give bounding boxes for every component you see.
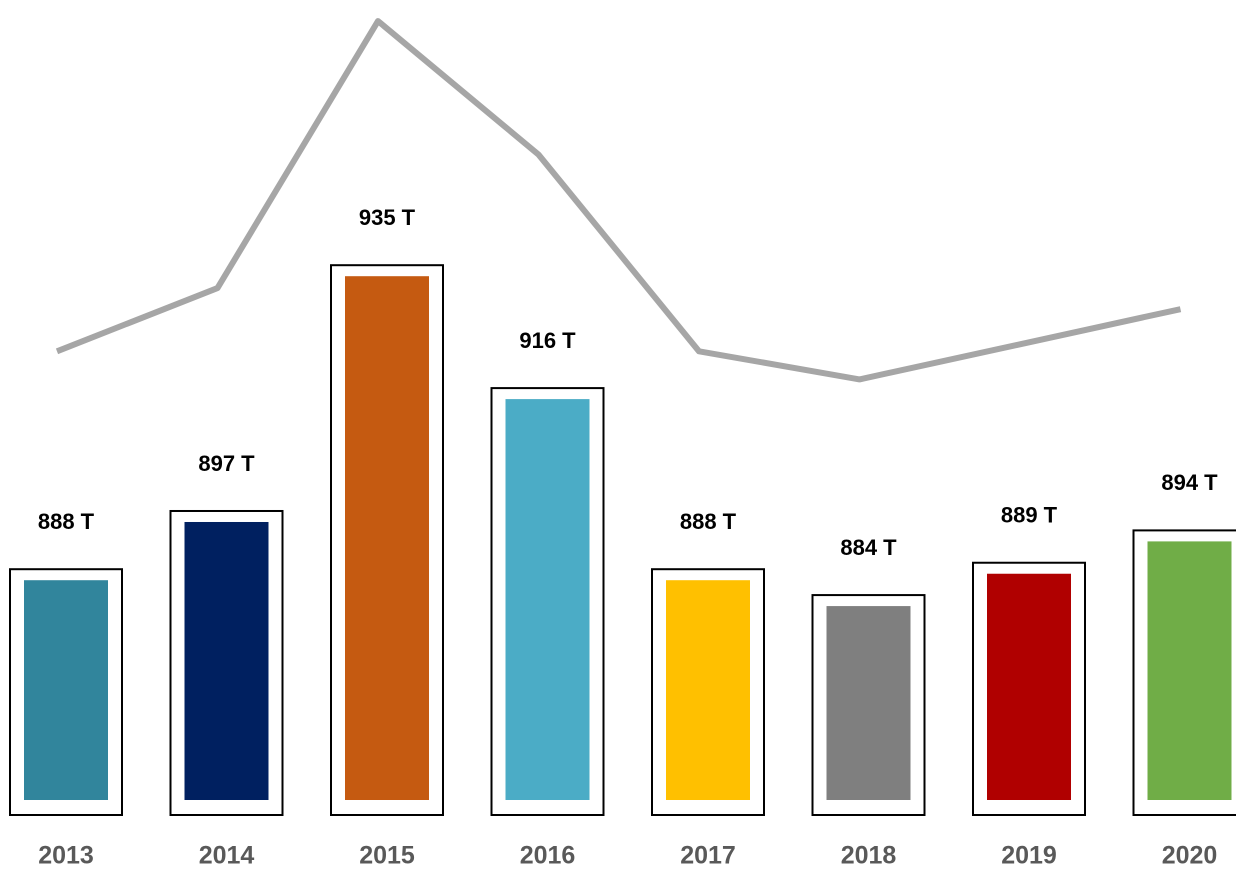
bar xyxy=(666,580,750,800)
bar-frame xyxy=(169,509,284,816)
bar-frame xyxy=(9,568,123,817)
value-label: 894 T xyxy=(1161,470,1218,495)
x-tick-label: 2015 xyxy=(359,842,415,870)
value-label: 916 T xyxy=(519,328,576,353)
bar xyxy=(987,573,1071,800)
x-tick-label: 2014 xyxy=(199,842,255,870)
x-tick-label: 2018 xyxy=(841,842,897,870)
bar xyxy=(826,606,911,800)
x-tick-label: 2020 xyxy=(1162,842,1218,870)
value-label: 889 T xyxy=(1001,503,1058,528)
bar-frame xyxy=(972,561,1086,816)
bar-frame xyxy=(651,568,765,817)
bar-frame xyxy=(490,387,605,816)
x-tick-label: 2017 xyxy=(680,842,736,870)
value-label: 935 T xyxy=(359,205,416,230)
bar xyxy=(345,276,429,800)
bar xyxy=(24,580,108,800)
bar xyxy=(1147,541,1232,800)
x-tick-label: 2016 xyxy=(520,842,576,870)
bar-frame xyxy=(811,594,926,816)
line xyxy=(55,18,1182,383)
value-label: 897 T xyxy=(198,451,255,476)
value-label: 888 T xyxy=(38,509,95,534)
bar xyxy=(184,521,269,800)
x-tick-label: 2019 xyxy=(1001,842,1057,870)
bar-frame xyxy=(330,264,444,816)
bar xyxy=(505,399,590,800)
bar-frame xyxy=(1132,529,1236,817)
value-label: 884 T xyxy=(840,535,897,560)
x-tick-label: 2013 xyxy=(38,842,94,870)
value-label: 888 T xyxy=(680,509,737,534)
